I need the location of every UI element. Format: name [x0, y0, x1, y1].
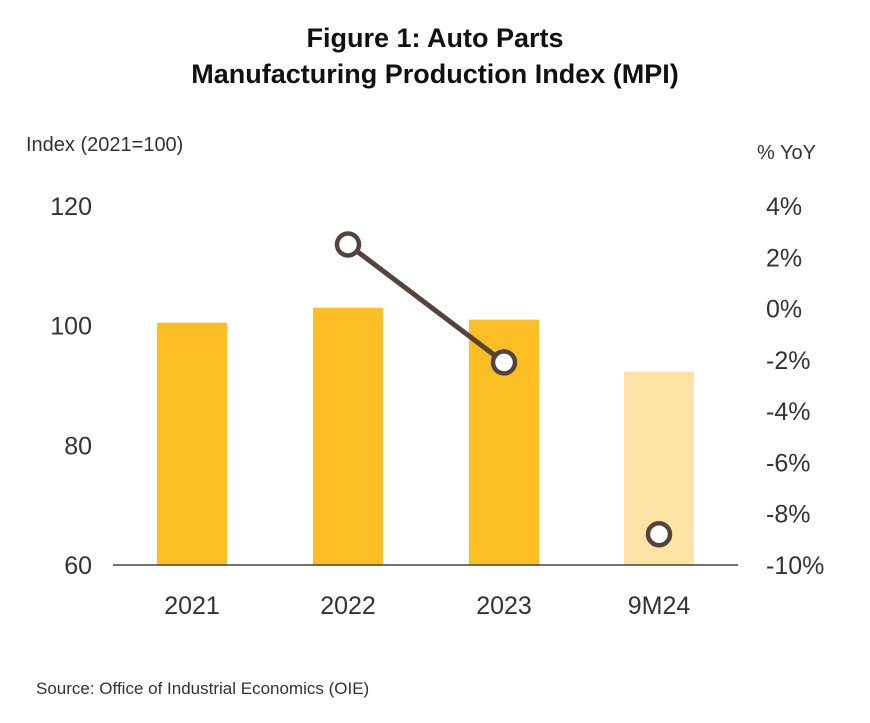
bar-2022: [313, 307, 383, 565]
left-tick-80: 80: [64, 432, 92, 460]
yoy-point-9m24: [645, 520, 673, 548]
right-tick-4pct: 4%: [766, 193, 802, 221]
chart-title: Figure 1: Auto Parts Manufacturing Produ…: [0, 20, 870, 92]
chart-title-line-1: Figure 1: Auto Parts: [306, 23, 564, 53]
right-tick--6pct: -6%: [766, 449, 810, 477]
yoy-point-2022: [334, 231, 362, 258]
right-tick-2pct: 2%: [766, 244, 802, 272]
left-axis-label: Index (2021=100): [26, 134, 184, 156]
yoy-line-segment-0: [346, 242, 506, 365]
chart-title-line-2: Manufacturing Production Index (MPI): [191, 59, 679, 89]
right-tick--10pct: -10%: [766, 552, 824, 580]
bar-2021: [157, 322, 227, 565]
left-tick-120: 120: [50, 193, 92, 221]
x-tick-2023: 2023: [476, 592, 532, 620]
right-tick-0pct: 0%: [766, 296, 802, 324]
x-tick-2021: 2021: [164, 592, 220, 620]
x-tick-2022: 2022: [320, 592, 376, 620]
right-tick--2pct: -2%: [766, 347, 810, 375]
right-tick--4pct: -4%: [766, 398, 810, 426]
right-tick--8pct: -8%: [766, 501, 810, 529]
x-tick-9m24: 9M24: [628, 592, 691, 620]
yoy-point-2023: [490, 349, 518, 376]
right-axis-label: % YoY: [757, 142, 816, 164]
source-note: Source: Office of Industrial Economics (…: [36, 679, 370, 698]
left-tick-100: 100: [50, 313, 92, 341]
left-tick-60: 60: [64, 552, 92, 580]
